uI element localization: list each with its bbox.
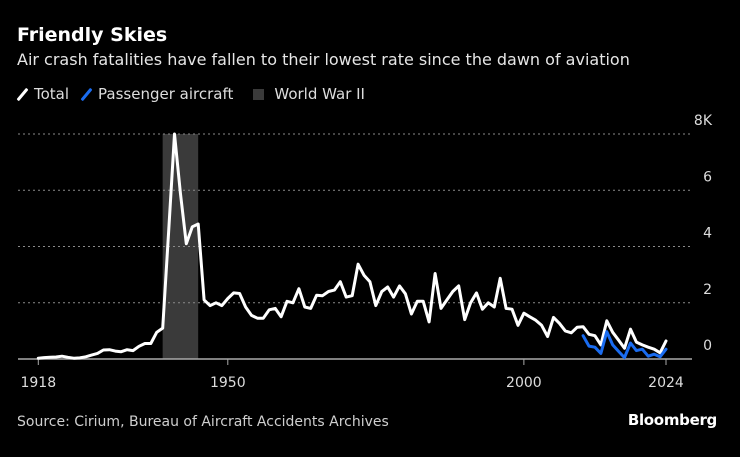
x-tick-label: 1918 (20, 375, 56, 391)
legend-label-total: Total (34, 85, 70, 103)
legend-label-wwii: World War II (274, 85, 365, 103)
legend-label-passenger: Passenger aircraft (98, 85, 234, 103)
x-tick-label: 2000 (506, 375, 542, 391)
series-line-total (36, 132, 668, 360)
legend: Total Passenger aircraft World War II (16, 85, 371, 103)
x-tick-label: 2024 (648, 375, 684, 391)
series-line-passenger-aircraft (581, 330, 668, 360)
y-tick-label: 4 (703, 226, 712, 242)
bloomberg-logo: Bloomberg (627, 411, 717, 429)
y-tick-label: 6 (703, 169, 712, 185)
x-tick-label: 1950 (210, 375, 246, 391)
chart-subtitle: Air crash fatalities have fallen to thei… (17, 50, 630, 69)
chart-title: Friendly Skies (17, 24, 168, 46)
y-tick-label: 2 (703, 282, 712, 298)
source-note: Source: Cirium, Bureau of Aircraft Accid… (17, 414, 389, 430)
y-tick-label: 8K (694, 113, 713, 129)
legend-swatch-wwii (253, 88, 265, 100)
y-tick-label: 0 (703, 338, 712, 354)
